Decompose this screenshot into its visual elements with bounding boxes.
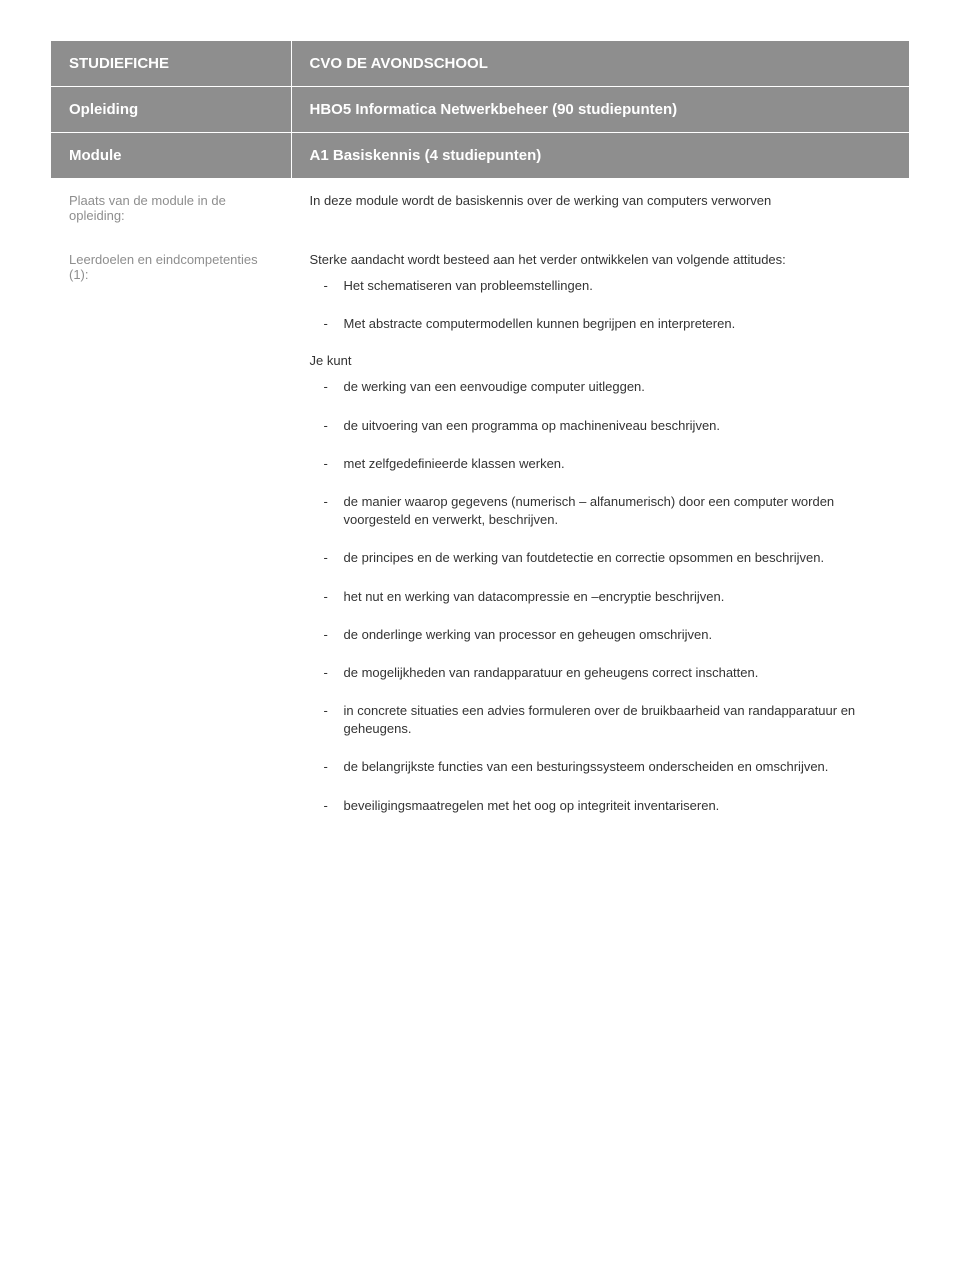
layout-table: STUDIEFICHE CVO DE AVONDSCHOOL Opleiding… — [50, 40, 910, 850]
list-item: de uitvoering van een programma op machi… — [310, 417, 891, 435]
list-item: beveiligingsmaatregelen met het oog op i… — [310, 797, 891, 815]
leerdoelen-content: Sterke aandacht wordt besteed aan het ve… — [291, 238, 909, 850]
header-title-left: STUDIEFICHE — [51, 41, 292, 87]
opleiding-value: HBO5 Informatica Netwerkbeheer (90 studi… — [291, 87, 909, 133]
row-plaats: Plaats van de module in de opleiding: In… — [51, 179, 910, 238]
plaats-text: In deze module wordt de basiskennis over… — [291, 179, 909, 238]
module-label: Module — [51, 133, 292, 179]
list-item: het nut en werking van datacompressie en… — [310, 588, 891, 606]
opleiding-label: Opleiding — [51, 87, 292, 133]
header-row-title: STUDIEFICHE CVO DE AVONDSCHOOL — [51, 41, 910, 87]
leerdoelen-label: Leerdoelen en eindcompetenties (1): — [51, 238, 292, 850]
list-item: de belangrijkste functies van een bestur… — [310, 758, 891, 776]
header-title-right: CVO DE AVONDSCHOOL — [291, 41, 909, 87]
list-item: de manier waarop gegevens (numerisch – a… — [310, 493, 891, 529]
attitudes-list: Het schematiseren van probleemstellingen… — [310, 277, 891, 333]
leerdoelen-intro: Sterke aandacht wordt besteed aan het ve… — [310, 252, 891, 267]
header-row-module: Module A1 Basiskennis (4 studiepunten) — [51, 133, 910, 179]
jekunt-label: Je kunt — [310, 353, 891, 368]
jekunt-list: de werking van een eenvoudige computer u… — [310, 378, 891, 814]
list-item: de onderlinge werking van processor en g… — [310, 626, 891, 644]
list-item: de werking van een eenvoudige computer u… — [310, 378, 891, 396]
list-item: Het schematiseren van probleemstellingen… — [310, 277, 891, 295]
header-row-opleiding: Opleiding HBO5 Informatica Netwerkbeheer… — [51, 87, 910, 133]
list-item: de mogelijkheden van randapparatuur en g… — [310, 664, 891, 682]
list-item: de principes en de werking van foutdetec… — [310, 549, 891, 567]
document-page: STUDIEFICHE CVO DE AVONDSCHOOL Opleiding… — [0, 0, 960, 880]
list-item: met zelfgedefinieerde klassen werken. — [310, 455, 891, 473]
list-item: Met abstracte computermodellen kunnen be… — [310, 315, 891, 333]
list-item: in concrete situaties een advies formule… — [310, 702, 891, 738]
row-leerdoelen: Leerdoelen en eindcompetenties (1): Ster… — [51, 238, 910, 850]
module-value: A1 Basiskennis (4 studiepunten) — [291, 133, 909, 179]
plaats-label: Plaats van de module in de opleiding: — [51, 179, 292, 238]
